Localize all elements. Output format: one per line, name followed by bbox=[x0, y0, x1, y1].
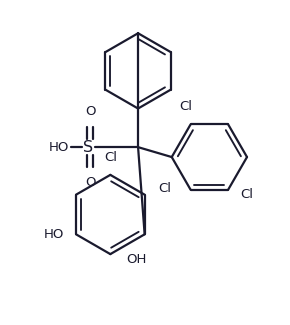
Text: Cl: Cl bbox=[104, 151, 117, 164]
Text: O: O bbox=[85, 176, 96, 189]
Text: OH: OH bbox=[126, 253, 146, 266]
Text: HO: HO bbox=[49, 141, 69, 154]
Text: Cl: Cl bbox=[240, 188, 253, 201]
Text: S: S bbox=[84, 140, 94, 155]
Text: HO: HO bbox=[44, 228, 64, 241]
Text: Cl: Cl bbox=[179, 99, 192, 112]
Text: O: O bbox=[85, 105, 96, 118]
Text: Cl: Cl bbox=[159, 182, 171, 195]
